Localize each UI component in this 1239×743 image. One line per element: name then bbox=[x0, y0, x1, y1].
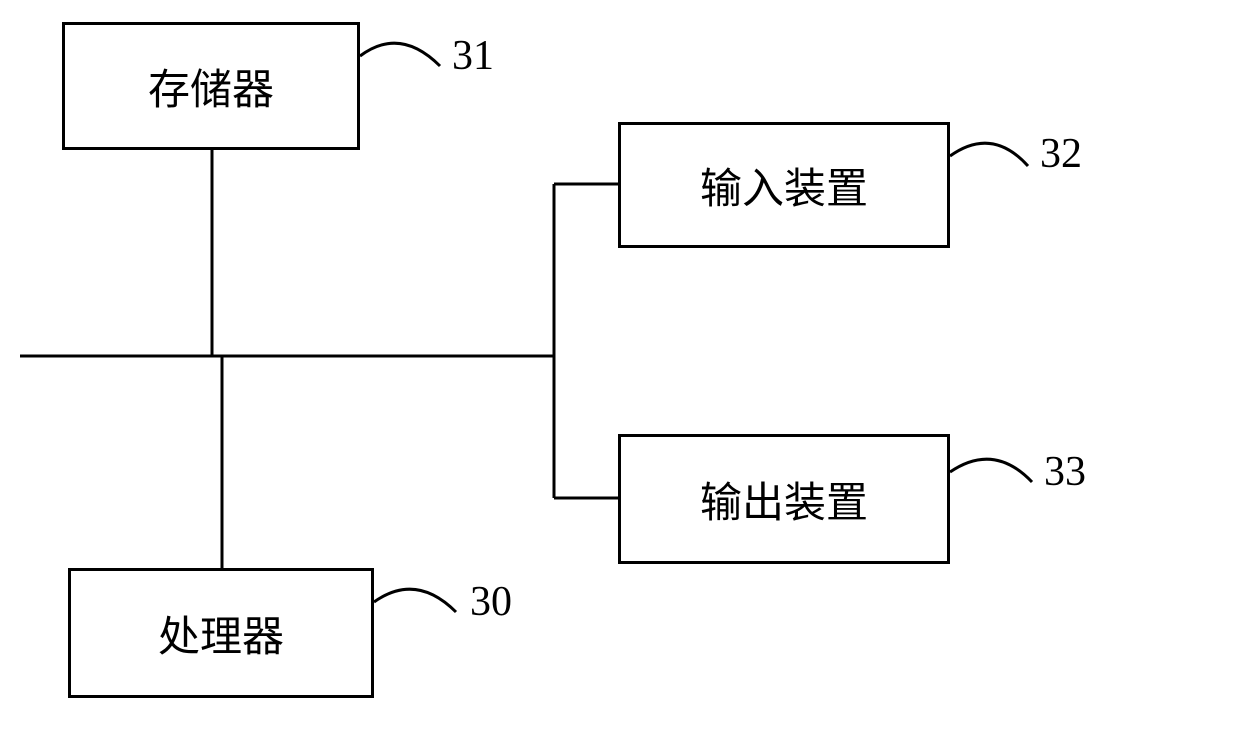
node-memory: 存储器 bbox=[62, 22, 360, 150]
ref-processor: 30 bbox=[470, 578, 512, 626]
ref-input: 32 bbox=[1040, 130, 1082, 178]
ref-output: 33 bbox=[1044, 448, 1086, 496]
node-processor: 处理器 bbox=[68, 568, 374, 698]
node-input-label: 输入装置 bbox=[700, 155, 868, 216]
node-output: 输出装置 bbox=[618, 434, 950, 564]
node-output-label: 输出装置 bbox=[700, 469, 868, 530]
ref-memory: 31 bbox=[452, 32, 494, 80]
node-processor-label: 处理器 bbox=[158, 603, 284, 664]
node-input: 输入装置 bbox=[618, 122, 950, 248]
node-memory-label: 存储器 bbox=[148, 56, 274, 117]
